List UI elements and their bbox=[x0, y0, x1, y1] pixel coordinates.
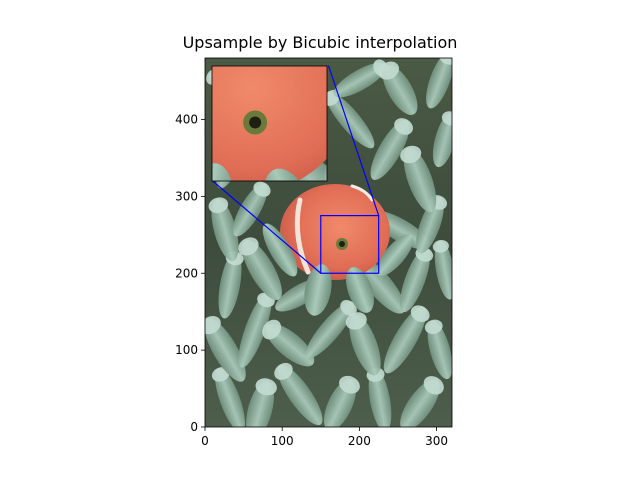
plot-title: Upsample by Bicubic interpolation bbox=[182, 33, 458, 52]
connector-line bbox=[212, 180, 322, 274]
main-image bbox=[205, 58, 452, 427]
zoom-rectangle bbox=[320, 214, 380, 274]
y-tick-label: 200 bbox=[175, 266, 198, 280]
x-tick-label: 300 bbox=[425, 434, 448, 448]
x-tick-label: 100 bbox=[271, 434, 294, 448]
axis-ticks: 0 100 200 300 0 100 200 300 400 bbox=[175, 113, 448, 449]
y-tick-label: 100 bbox=[175, 343, 198, 357]
zoom-indicator bbox=[212, 65, 380, 274]
connector-line bbox=[327, 65, 380, 216]
inset-frame bbox=[211, 65, 328, 182]
axes-frame bbox=[204, 57, 453, 428]
x-tick-label: 0 bbox=[201, 434, 209, 448]
x-tick-label: 200 bbox=[348, 434, 371, 448]
y-tick-label: 400 bbox=[175, 113, 198, 127]
y-tick-label: 300 bbox=[175, 189, 198, 203]
inset-image bbox=[212, 66, 327, 181]
y-tick-label: 0 bbox=[190, 420, 198, 434]
